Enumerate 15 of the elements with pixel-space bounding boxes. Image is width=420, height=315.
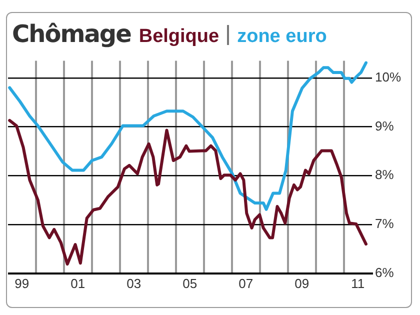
y-tick-label: 7% — [374, 216, 394, 232]
y-tick-label: 9% — [374, 118, 394, 134]
y-tick-label: 8% — [374, 167, 394, 182]
x-tick-label: 11 — [351, 276, 365, 291]
x-tick-label: 01 — [70, 276, 86, 291]
text: Belgique — [138, 26, 220, 48]
chart-title: Chômage — [12, 20, 131, 48]
x-tick-label: 99 — [14, 276, 30, 291]
x-tick-label: 07 — [238, 276, 254, 291]
x-tick-label: 03 — [126, 276, 142, 291]
y-tick-label: 10% — [374, 69, 402, 84]
x-tick-label: 09 — [294, 276, 310, 291]
series-label: zone euro — [237, 26, 327, 48]
x-tick-label: 05 — [182, 276, 198, 291]
y-tick-label: 6% — [374, 264, 394, 280]
